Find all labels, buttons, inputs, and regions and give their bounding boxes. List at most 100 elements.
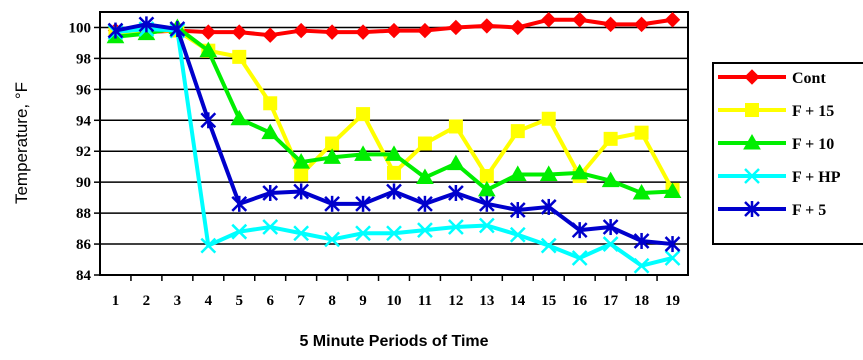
data-point xyxy=(633,232,650,249)
data-point xyxy=(386,22,402,39)
data-point xyxy=(571,222,588,239)
data-point xyxy=(387,165,401,180)
data-point xyxy=(199,41,218,58)
data-point xyxy=(386,183,402,200)
data-point xyxy=(325,136,340,151)
data-point xyxy=(664,236,681,253)
legend-label: F + HP xyxy=(792,169,841,186)
legend-swatch-marker xyxy=(743,133,761,150)
legend-label: F + 15 xyxy=(792,103,834,120)
y-tick-label: 98 xyxy=(76,51,91,67)
x-tick-label: 16 xyxy=(572,293,588,309)
data-point xyxy=(262,185,279,202)
data-point xyxy=(541,12,557,28)
data-point xyxy=(232,49,247,64)
series-4 xyxy=(107,16,681,253)
data-point xyxy=(263,96,278,111)
data-point xyxy=(293,22,309,39)
data-point xyxy=(664,12,681,28)
data-point xyxy=(508,165,527,181)
legend-item: F + 15 xyxy=(718,103,834,120)
data-point xyxy=(293,183,310,200)
legend-item: F + 5 xyxy=(718,201,826,219)
data-point xyxy=(541,111,556,126)
x-tick-label: 18 xyxy=(634,293,649,309)
data-point xyxy=(602,219,619,236)
x-tick-label: 7 xyxy=(297,293,305,309)
y-axis-label: Temperature, °F xyxy=(12,82,31,204)
data-point xyxy=(200,237,217,254)
data-point xyxy=(230,109,249,126)
legend-item: F + HP xyxy=(718,168,841,186)
y-tick-label: 84 xyxy=(76,268,92,284)
y-tick-label: 92 xyxy=(76,144,91,160)
y-tick-label: 94 xyxy=(76,113,92,129)
series-line xyxy=(115,22,673,247)
data-point xyxy=(200,24,217,40)
data-point xyxy=(478,217,495,234)
data-point xyxy=(633,257,650,274)
data-point xyxy=(169,21,186,38)
data-point xyxy=(293,225,310,242)
data-point xyxy=(510,124,525,139)
data-point xyxy=(200,112,217,129)
data-point xyxy=(417,22,433,39)
y-tick-label: 88 xyxy=(76,206,91,222)
x-tick-label: 9 xyxy=(359,293,367,309)
data-point xyxy=(354,145,372,161)
data-point xyxy=(509,226,526,243)
legend-swatch-marker xyxy=(744,168,760,184)
plot-area xyxy=(99,11,689,276)
data-point xyxy=(262,27,278,43)
x-tick-label: 5 xyxy=(236,293,244,309)
data-point xyxy=(355,195,371,212)
data-point xyxy=(386,225,402,242)
y-tick-label: 100 xyxy=(69,20,92,36)
data-point xyxy=(231,24,247,40)
data-point xyxy=(231,195,248,212)
legend-label: F + 5 xyxy=(792,202,826,219)
data-point xyxy=(324,24,340,40)
data-point xyxy=(324,231,340,248)
data-point xyxy=(634,125,649,140)
legend-item: F + 10 xyxy=(718,133,834,153)
data-point xyxy=(632,183,651,200)
data-point xyxy=(417,195,433,212)
x-tick-label: 17 xyxy=(603,293,619,309)
data-point xyxy=(603,131,618,146)
data-point xyxy=(540,198,557,215)
data-point xyxy=(385,145,403,161)
y-tick-label: 96 xyxy=(76,82,92,98)
data-point xyxy=(261,123,280,140)
x-tick-label: 1 xyxy=(112,293,120,309)
x-axis-label: 5 Minute Periods of Time xyxy=(299,333,488,350)
x-tick-label: 8 xyxy=(328,293,336,309)
data-point xyxy=(355,225,371,242)
data-point xyxy=(601,171,620,188)
data-point xyxy=(323,148,341,164)
data-point xyxy=(324,195,340,212)
data-point xyxy=(417,136,432,151)
x-tick-label: 13 xyxy=(479,293,494,309)
data-point xyxy=(479,18,495,34)
data-point xyxy=(602,16,619,33)
y-tick-label: 86 xyxy=(76,237,92,253)
x-tick-label: 4 xyxy=(205,293,213,309)
x-tick-label: 2 xyxy=(143,293,151,309)
data-point xyxy=(570,163,589,180)
data-point xyxy=(448,119,463,134)
data-point xyxy=(571,250,588,266)
legend-items: Cont F + 15 F + 10 F + HP F + 5 xyxy=(718,69,841,219)
series-3 xyxy=(107,21,681,274)
data-point xyxy=(107,22,124,39)
series-group xyxy=(106,12,682,274)
data-point xyxy=(509,202,526,219)
data-point xyxy=(138,16,155,33)
legend-swatch-marker xyxy=(745,103,759,117)
data-point xyxy=(355,24,371,40)
series-1 xyxy=(108,23,680,197)
legend-swatch-marker xyxy=(744,201,760,217)
legend-item: Cont xyxy=(718,69,826,87)
